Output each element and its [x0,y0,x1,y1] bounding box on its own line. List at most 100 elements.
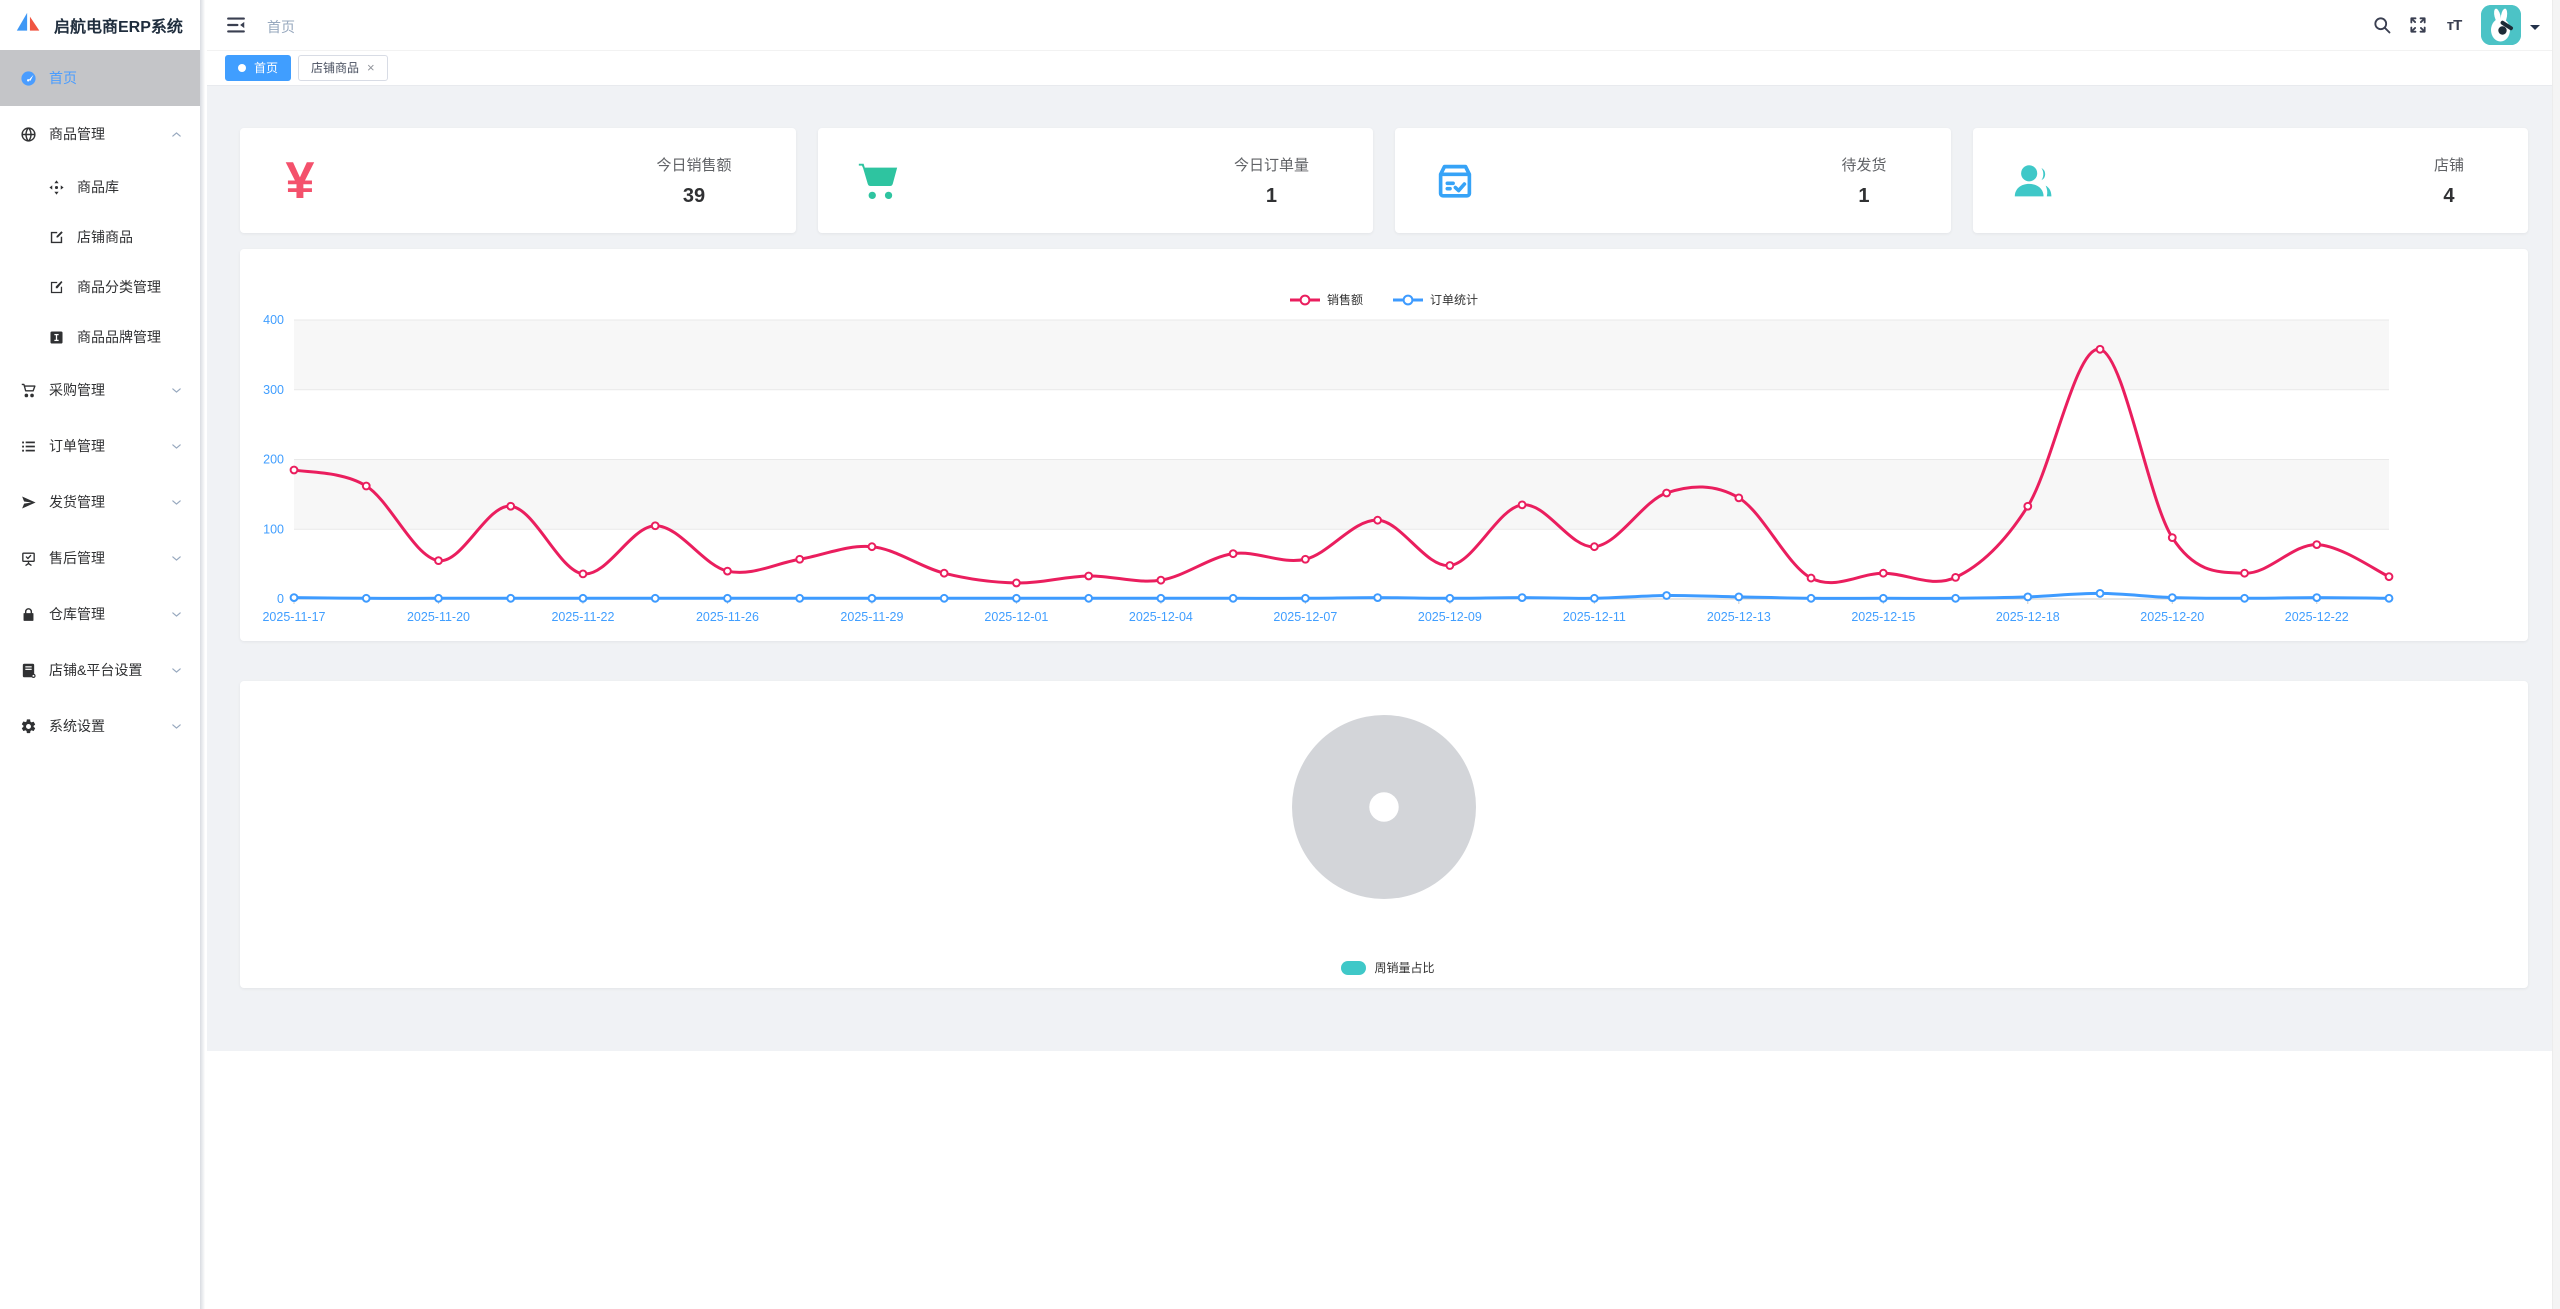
sidebar-item-label: 首页 [49,70,77,86]
sidebar-item-system-settings[interactable]: 系统设置 [0,698,200,754]
tab-close-icon[interactable]: × [367,60,375,75]
globe-icon [20,126,37,143]
svg-text:2025-12-11: 2025-12-11 [1563,610,1626,624]
sidebar-item-label: 店铺&平台设置 [49,662,143,678]
sidebar-item-aftersales-management[interactable]: 售后管理 [0,530,200,586]
svg-text:300: 300 [263,383,284,397]
font-size-icon[interactable]: тT [2446,16,2463,34]
tab-shop-products[interactable]: 店铺商品 × [298,54,388,81]
sidebar-item-label: 商品品牌管理 [77,329,161,345]
top-header: 首页 тT [207,0,2560,51]
chevron-down-icon [171,665,182,676]
chevron-up-icon [171,129,182,140]
svg-text:2025-12-01: 2025-12-01 [984,610,1048,624]
cart-icon [818,158,938,204]
sailboat-logo-icon [16,12,40,31]
sidebar-item-label: 发货管理 [49,494,105,510]
sidebar-item-order-management[interactable]: 订单管理 [0,418,200,474]
edit-icon [48,229,65,246]
sidebar-item-product-brand[interactable]: 商品品牌管理 [0,312,200,362]
svg-text:2025-12-18: 2025-12-18 [1996,610,2060,624]
menu-collapse-icon[interactable] [225,14,247,36]
stat-card-shops: 店铺 4 [1972,128,2528,233]
stat-label: 待发货 [1841,156,1887,174]
sidebar-scrollbar[interactable] [200,0,207,1309]
stat-label: 今日销售额 [656,156,732,174]
svg-text:2025-12-04: 2025-12-04 [1129,610,1193,624]
sidebar-item-label: 售后管理 [49,550,105,566]
line-chart-legend: 销售额 订单统计 [240,291,2528,308]
package-check-icon [1395,158,1515,204]
book-icon [20,662,37,679]
pie-legend-swatch [1341,960,1367,975]
legend-marker-icon [1393,294,1423,305]
svg-text:100: 100 [263,522,284,536]
svg-text:2025-11-29: 2025-11-29 [840,610,903,624]
svg-text:2025-12-20: 2025-12-20 [2140,610,2204,624]
legend-label: 订单统计 [1430,293,1479,307]
sidebar-item-shop-platform-settings[interactable]: 店铺&平台设置 [0,642,200,698]
tab-home[interactable]: 首页 [225,54,292,81]
stat-card-today-orders: 今日订单量 1 [817,128,1373,233]
yen-icon: ¥ [285,151,315,210]
svg-text:2025-11-17: 2025-11-17 [262,610,325,624]
svg-text:2025-11-20: 2025-11-20 [407,610,470,624]
sidebar-item-product-category[interactable]: 商品分类管理 [0,262,200,312]
breadcrumb[interactable]: 首页 [267,19,295,35]
fullscreen-icon[interactable] [2407,14,2429,36]
sidebar-item-label: 仓库管理 [49,606,105,622]
weekly-sales-pie-chart [1292,715,1476,899]
sidebar-item-label: 订单管理 [49,438,105,454]
caret-down-icon[interactable] [2530,25,2540,35]
legend-marker-icon [1289,294,1320,305]
svg-text:2025-11-22: 2025-11-22 [551,610,614,624]
window-scrollbar[interactable] [2552,0,2560,1309]
sales-orders-line-chart-panel: 销售额 订单统计 0 100 200 300 400 2025-11-17 2025-11-2… [240,249,2528,641]
svg-text:2025-12-22: 2025-12-22 [2285,610,2349,624]
sidebar-item-product-library[interactable]: 商品库 [0,162,200,212]
app-logo: 启航电商ERP系统 [0,0,200,50]
legend-item-orders[interactable]: 订单统计 [1393,291,1478,308]
svg-text:2025-12-13: 2025-12-13 [1707,610,1771,624]
stat-value: 4 [2443,184,2455,207]
sidebar-item-shipping-management[interactable]: 发货管理 [0,474,200,530]
svg-text:400: 400 [263,313,284,327]
search-icon[interactable] [2371,14,2393,36]
cart-icon [20,382,37,399]
chevron-down-icon [171,553,182,564]
svg-text:200: 200 [263,453,284,467]
board-check-icon [20,550,37,567]
stat-value: 1 [1858,184,1870,207]
header-actions: тT [2357,0,2540,50]
legend-item-sales[interactable]: 销售额 [1289,291,1363,308]
sidebar-item-label: 商品管理 [49,126,105,142]
svg-text:0: 0 [277,592,284,606]
stat-value: 1 [1265,184,1278,207]
sidebar-item-label: 采购管理 [49,382,105,398]
pie-legend-item[interactable]: 周销量占比 [1333,959,1435,976]
move-icon [48,179,65,196]
stat-label: 今日订单量 [1233,156,1309,174]
app-title: 启航电商ERP系统 [54,19,183,36]
sidebar-item-warehouse-management[interactable]: 仓库管理 [0,586,200,642]
svg-text:2025-11-26: 2025-11-26 [696,610,759,624]
tab-home-label: 首页 [254,61,279,75]
sidebar-item-home[interactable]: 首页 [0,50,200,106]
sidebar-item-shop-products[interactable]: 店铺商品 [0,212,200,262]
main-content: ¥ 今日销售额 39 今日订单量 1 [207,85,2560,1051]
avatar[interactable] [2481,5,2521,45]
send-icon [20,494,37,511]
stat-value: 39 [682,184,706,207]
lock-icon [20,606,37,623]
dashboard-icon [20,70,37,87]
edit-square-icon [48,279,65,296]
sidebar: 启航电商ERP系统 首页商品管理商品库店铺商品商品分类管理商品品牌管理采购管理订… [0,0,200,1309]
gear-icon [20,718,37,735]
users-icon [1973,158,2093,204]
sidebar-item-label: 店铺商品 [77,229,133,245]
sidebar-item-label: 商品库 [77,179,119,195]
sidebar-item-product-management[interactable]: 商品管理 [0,106,200,162]
sidebar-item-label: 系统设置 [49,718,105,734]
sidebar-item-purchase-management[interactable]: 采购管理 [0,362,200,418]
stat-label: 店铺 [2433,156,2464,174]
